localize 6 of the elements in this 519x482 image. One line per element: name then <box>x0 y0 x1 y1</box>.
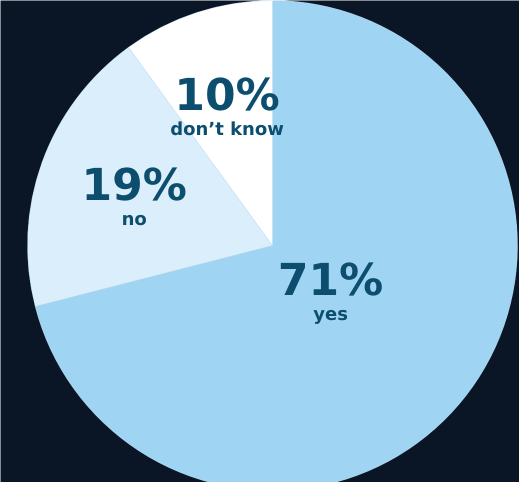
data-label: 19% <box>82 160 187 212</box>
slice-label: no <box>122 209 147 230</box>
data-label: 10% <box>174 70 280 122</box>
slice-label: yes <box>313 304 348 326</box>
slice-label: don’t know <box>170 119 284 140</box>
data-label: 71% <box>278 255 384 306</box>
